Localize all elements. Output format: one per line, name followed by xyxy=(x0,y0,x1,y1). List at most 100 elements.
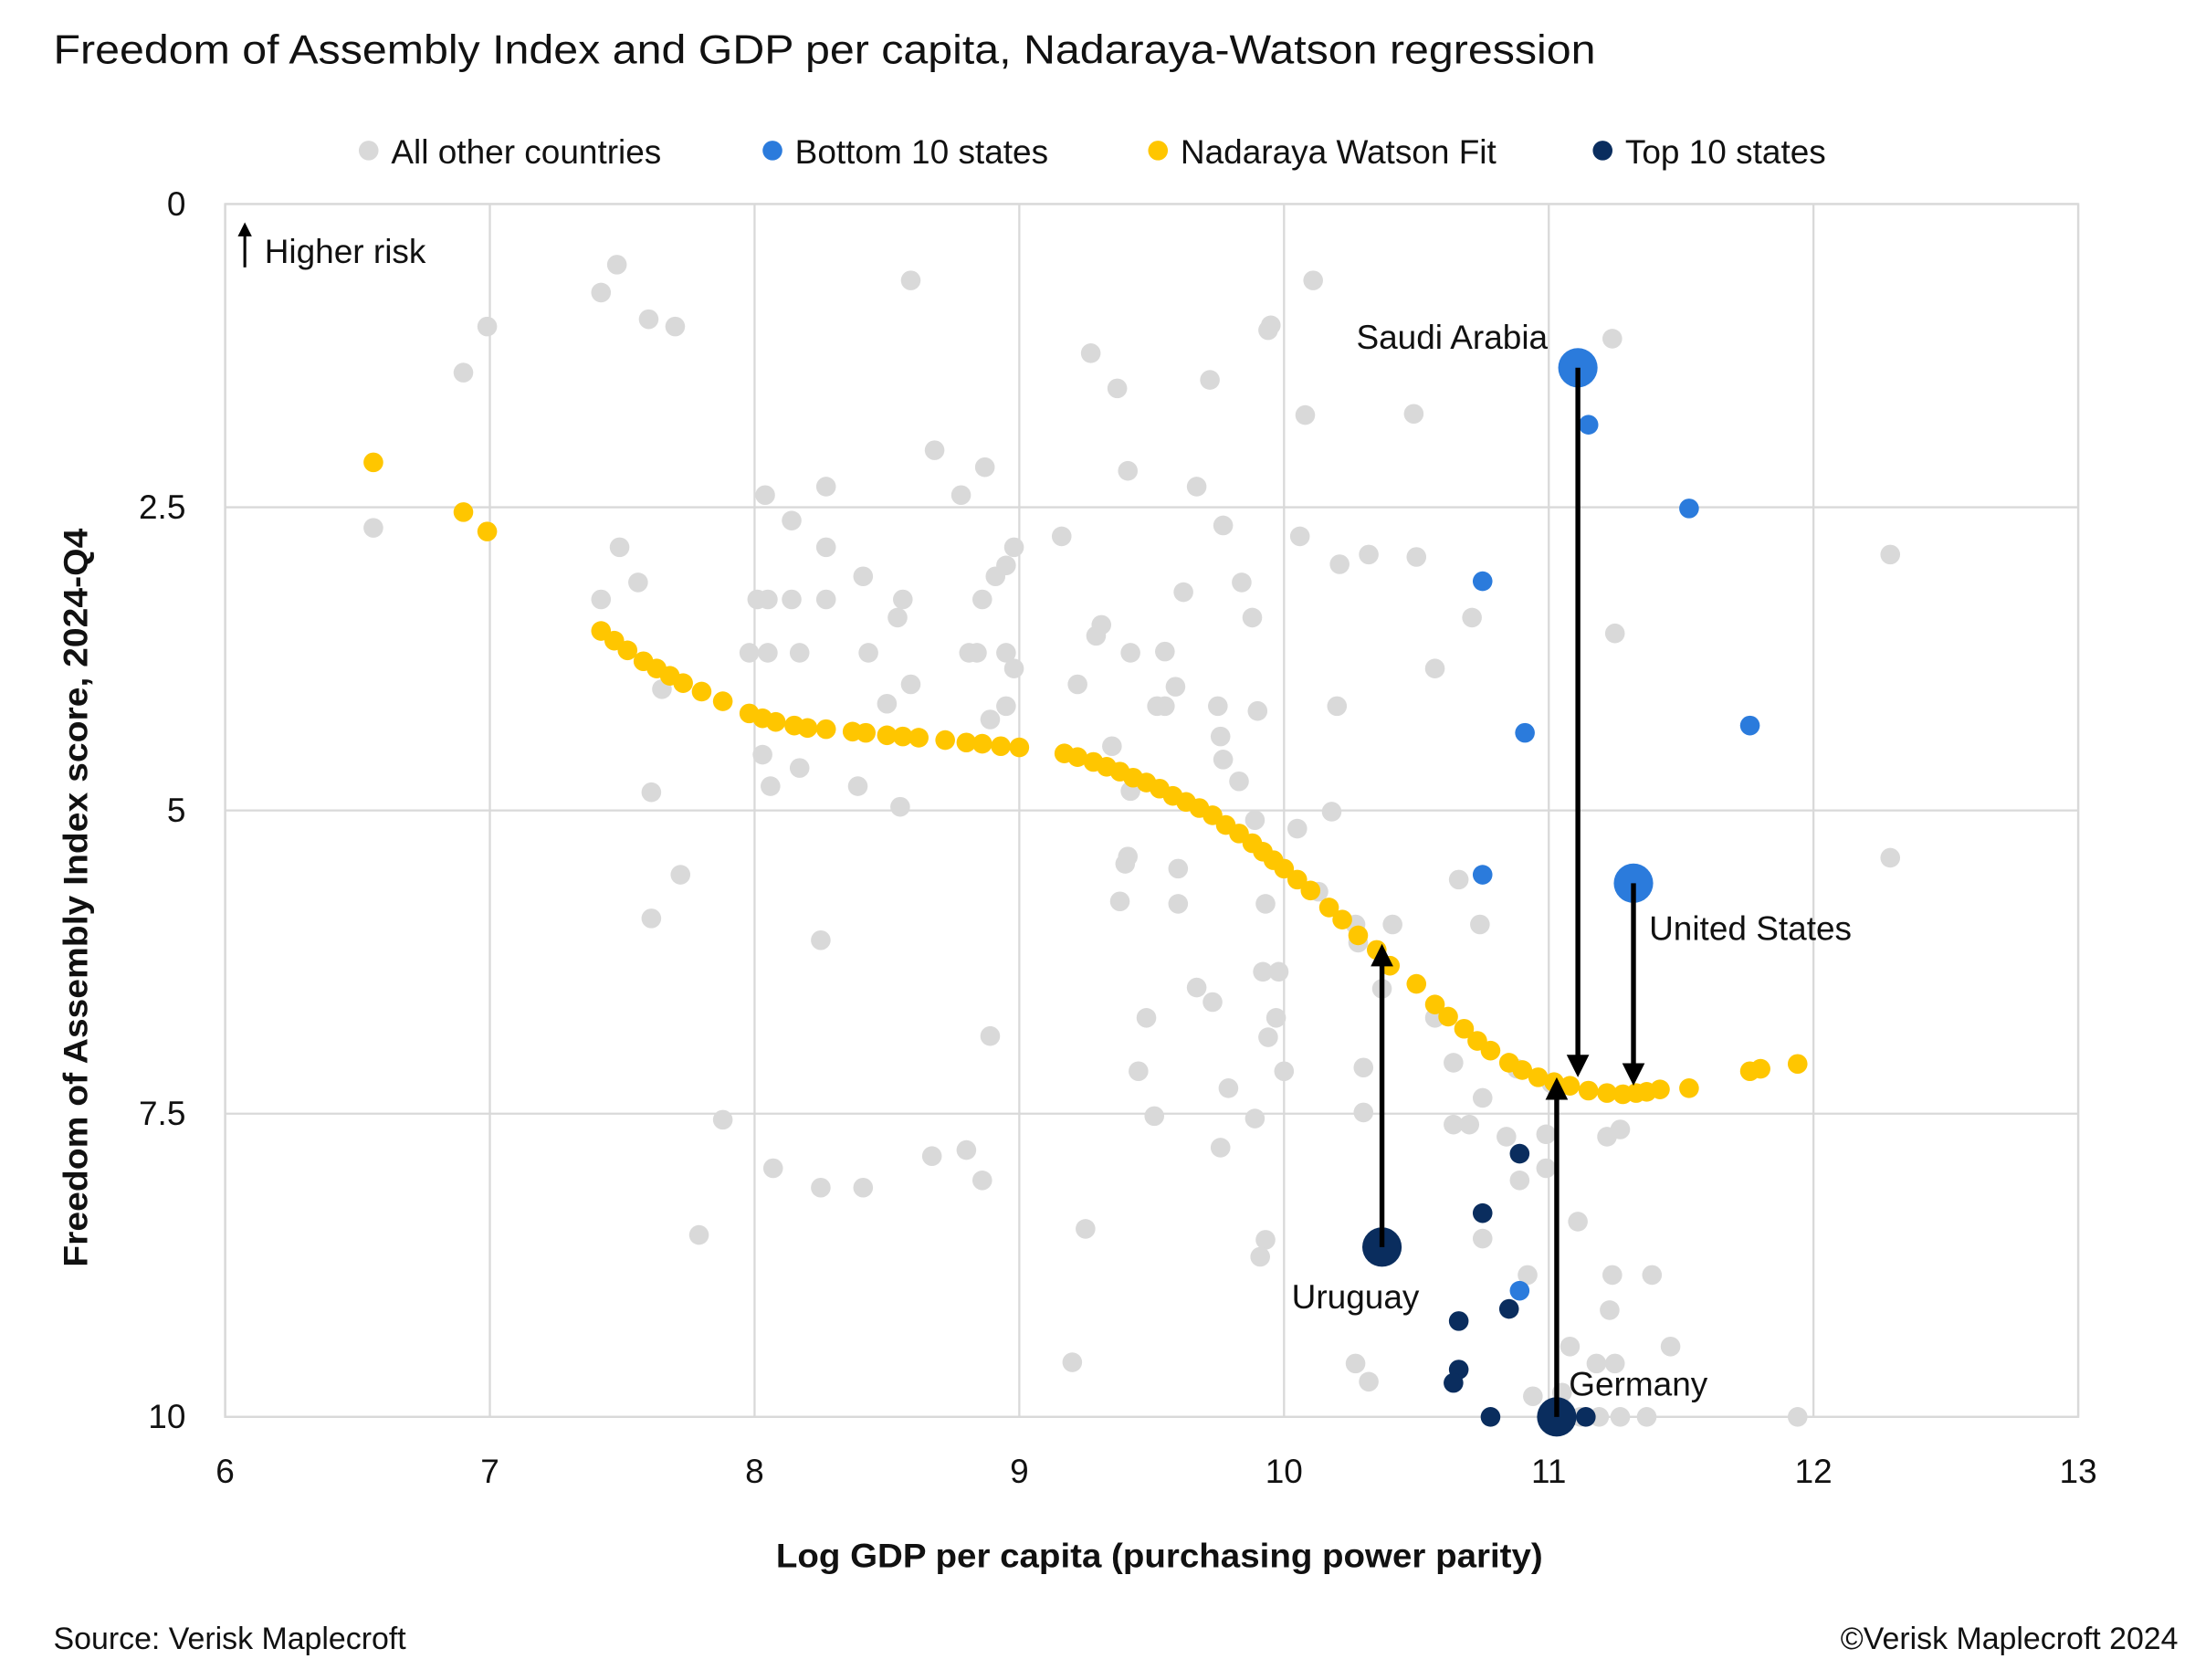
all-other-countries-point xyxy=(1604,623,1625,644)
nadaraya-watson-fit-point xyxy=(1750,1058,1770,1079)
top-10-states-point xyxy=(1480,1407,1501,1427)
all-other-countries-point xyxy=(782,589,802,610)
x-tick-label: 10 xyxy=(1266,1453,1303,1490)
nadaraya-watson-fit-point xyxy=(1438,1006,1458,1027)
all-other-countries-point xyxy=(877,693,898,714)
all-other-countries-point xyxy=(1210,726,1231,747)
all-other-countries-point xyxy=(1208,696,1228,717)
arrow-head-icon xyxy=(1566,1055,1590,1077)
all-other-countries-point xyxy=(1067,674,1087,695)
x-tick-labels: 6 7 8 9 10 11 12 13 xyxy=(215,1453,2096,1490)
all-other-countries-point xyxy=(591,589,612,610)
all-other-countries-point xyxy=(1255,894,1276,914)
all-other-countries-point xyxy=(641,908,662,929)
all-other-countries-point xyxy=(853,1177,874,1198)
x-tick-label: 11 xyxy=(1531,1453,1566,1490)
all-other-countries-point xyxy=(628,572,648,593)
all-other-countries-point xyxy=(782,510,802,530)
all-other-countries-point xyxy=(950,485,971,506)
all-other-countries-point xyxy=(956,1139,977,1160)
x-tick-label: 7 xyxy=(480,1453,499,1490)
all-other-countries-point xyxy=(752,744,772,765)
all-other-countries-point xyxy=(1353,1102,1374,1123)
all-other-countries-point xyxy=(1470,914,1490,935)
top-10-states-point xyxy=(1448,1311,1469,1331)
all-other-countries-point xyxy=(971,589,992,610)
nadaraya-watson-fit-point xyxy=(1512,1060,1533,1080)
x-tick-label: 13 xyxy=(2060,1453,2097,1490)
top-10-states-point xyxy=(1576,1407,1596,1427)
legend: All other countries Bottom 10 states Nadar… xyxy=(358,133,1826,171)
all-other-countries-point xyxy=(1444,1053,1464,1073)
top-10-states-point xyxy=(1509,1143,1530,1164)
bottom-10-states-point xyxy=(1472,571,1493,592)
nadaraya-watson-fit-point xyxy=(908,728,929,748)
nadaraya-watson-fit-point xyxy=(815,719,836,740)
all-other-countries-point xyxy=(1509,1171,1530,1191)
nadaraya-watson-fit-point xyxy=(691,681,712,702)
all-other-countries-point xyxy=(670,865,691,885)
all-other-countries-point xyxy=(1472,1228,1493,1249)
nadaraya-watson-fit-point xyxy=(893,726,913,747)
nadaraya-watson-fit-point xyxy=(1424,994,1445,1014)
nadaraya-watson-fit-point xyxy=(1300,880,1321,901)
x-axis-label: Log GDP per capita (purchasing power par… xyxy=(776,1538,1543,1575)
all-other-countries-point xyxy=(1353,1057,1374,1078)
all-other-countries-point xyxy=(811,929,831,950)
legend-label: Nadaraya Watson Fit xyxy=(1181,133,1497,171)
bottom-10-states-point xyxy=(1578,415,1599,436)
all-other-countries-point xyxy=(1261,315,1281,336)
all-other-countries-point xyxy=(1118,460,1139,481)
x-tick-label: 12 xyxy=(1795,1453,1833,1490)
all-other-countries-point xyxy=(1107,378,1128,399)
highlight-label: Saudi Arabia xyxy=(1356,319,1548,356)
all-other-countries-point xyxy=(1168,858,1189,879)
nadaraya-watson-fit-point xyxy=(1578,1080,1599,1101)
all-other-countries-point xyxy=(453,362,474,383)
nadaraya-watson-fit-point xyxy=(1274,858,1295,879)
top-10-states-point xyxy=(1472,1202,1493,1223)
all-other-countries-point xyxy=(1321,802,1342,822)
all-other-countries-point xyxy=(1359,1371,1379,1392)
all-other-countries-point xyxy=(1602,1265,1623,1286)
all-other-countries-point xyxy=(1120,643,1140,663)
all-other-countries-point xyxy=(1136,1008,1157,1028)
all-other-countries-point xyxy=(1472,1087,1493,1108)
all-other-countries-point xyxy=(1268,961,1289,982)
top-10-states-point xyxy=(1498,1298,1519,1319)
nadaraya-watson-fit-point xyxy=(1787,1054,1808,1075)
all-other-countries-point xyxy=(1448,869,1469,890)
nadaraya-watson-fit-point xyxy=(1528,1067,1549,1087)
annotations: Saudi Arabia United States Uruguay Germany xyxy=(1292,319,1852,1437)
nadaraya-watson-fit-point xyxy=(712,691,733,711)
y-axis-label: Freedom of Assembly Index score, 2024-Q4 xyxy=(58,528,95,1266)
plot-frame xyxy=(224,203,2080,1418)
x-tick-label: 9 xyxy=(1010,1453,1029,1490)
all-other-countries-point xyxy=(758,643,778,663)
nadaraya-watson-fit-point xyxy=(935,730,955,751)
risk-note-label: Higher risk xyxy=(265,233,426,270)
nadaraya-watson-fit-point xyxy=(1560,1076,1581,1096)
all-other-countries-point xyxy=(606,255,627,275)
highlight-label: Uruguay xyxy=(1292,1278,1420,1316)
y-tick-label: 10 xyxy=(148,1398,185,1435)
nadaraya-watson-fit-point xyxy=(1287,869,1308,890)
all-other-countries-point xyxy=(980,1025,1001,1046)
all-other-countries-point xyxy=(1523,1386,1543,1407)
all-other-countries-point xyxy=(1218,1078,1239,1098)
all-other-countries-point xyxy=(815,589,836,610)
all-other-countries-point xyxy=(789,643,810,663)
legend-marker xyxy=(1148,141,1169,161)
all-other-countries-point xyxy=(1787,1407,1808,1427)
all-other-countries-point xyxy=(1115,854,1136,874)
all-other-countries-point xyxy=(641,782,662,803)
nadaraya-watson-fit-point xyxy=(956,732,977,753)
all-other-countries-point xyxy=(1232,572,1252,593)
nadaraya-watson-fit-point xyxy=(673,673,693,693)
y-tick-label: 5 xyxy=(167,792,186,829)
arrow-head-icon xyxy=(1371,943,1393,967)
top-10-states-point xyxy=(1444,1372,1464,1393)
nadaraya-watson-fit-point xyxy=(1332,909,1352,929)
all-other-countries-point xyxy=(893,589,913,610)
nadaraya-watson-fit-point xyxy=(617,640,638,661)
